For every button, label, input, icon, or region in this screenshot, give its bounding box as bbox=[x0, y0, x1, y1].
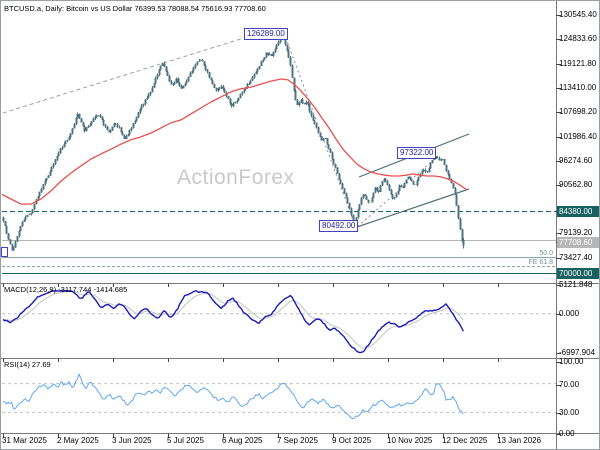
price-badge-70000.00: 70000.00 bbox=[557, 268, 599, 279]
time-axis-label: 7 Sep 2025 bbox=[277, 436, 318, 445]
price-badge-77708.60: 77708.60 bbox=[557, 237, 599, 248]
axis-tick-label: 124833.60 bbox=[559, 34, 597, 43]
chart-title: BTCUSD.a, Daily: Bitcoin vs US Dollar 76… bbox=[4, 4, 266, 13]
axis-tick-label: 119121.80 bbox=[559, 59, 597, 68]
time-axis-label: 9 Oct 2025 bbox=[332, 436, 372, 445]
price-badge-84380.00: 84380.00 bbox=[557, 206, 599, 217]
axis-tick-label: 100.00 bbox=[559, 357, 584, 366]
watermark: ActionForex bbox=[177, 166, 295, 189]
fib-label: 50.0 bbox=[539, 250, 553, 257]
ma-line bbox=[2, 78, 468, 205]
axis-tick-label: 113410.00 bbox=[559, 83, 597, 92]
time-axis-label: 6 Aug 2025 bbox=[222, 436, 263, 445]
axis-tick-label: 79139.20 bbox=[559, 228, 593, 237]
rsi-indicator-label: RSI(14) 27.69 bbox=[4, 360, 51, 369]
axis-tick-label: 90562.80 bbox=[559, 180, 593, 189]
price-flag-97322.00[interactable]: 97322.00 bbox=[397, 147, 437, 159]
axis-tick-label: -6997.904 bbox=[559, 348, 596, 357]
time-axis-label: 31 Mar 2025 bbox=[2, 436, 47, 445]
time-axis-label: 2 May 2025 bbox=[57, 436, 99, 445]
price-flag-80492.00[interactable]: 80492.00 bbox=[319, 220, 359, 232]
axis-tick-label: 96274.60 bbox=[559, 156, 593, 165]
macd-line bbox=[2, 289, 464, 354]
candlestick-series bbox=[2, 33, 465, 251]
macd-indicator-label: MACD(12,26,9) -3117.744 -1414.685 bbox=[4, 285, 128, 294]
axis-tick-label: 101986.40 bbox=[559, 132, 597, 141]
axis-tick-label: 70.00 bbox=[559, 380, 580, 389]
channel-lower-line[interactable] bbox=[353, 188, 470, 229]
time-axis-label: 13 Jan 2026 bbox=[497, 436, 542, 445]
trendline-dashed[interactable] bbox=[2, 36, 248, 114]
macd-signal-line bbox=[2, 290, 464, 349]
rsi-line bbox=[2, 373, 464, 420]
fib-label: FE 61.8 bbox=[528, 259, 553, 266]
axis-tick-label: 0.000 bbox=[559, 309, 580, 318]
axis-tick-label: 0.00 bbox=[559, 429, 575, 438]
drawing-anchor[interactable] bbox=[1, 247, 8, 257]
time-axis-label: 3 Jun 2025 bbox=[112, 436, 152, 445]
axis-tick-label: 30.00 bbox=[559, 408, 580, 417]
time-axis-label: 5 Jul 2025 bbox=[167, 436, 204, 445]
axis-tick-label: 130545.40 bbox=[559, 10, 597, 19]
axis-tick-label: 73427.40 bbox=[559, 253, 593, 262]
price-flag-126289.00[interactable]: 126289.00 bbox=[244, 28, 288, 40]
axis-tick-label: 107698.20 bbox=[559, 107, 597, 116]
time-axis-label: 12 Dec 2025 bbox=[442, 436, 488, 445]
axis-tick-label: 5121.848 bbox=[559, 280, 593, 289]
time-axis-label: 10 Nov 2025 bbox=[387, 436, 433, 445]
